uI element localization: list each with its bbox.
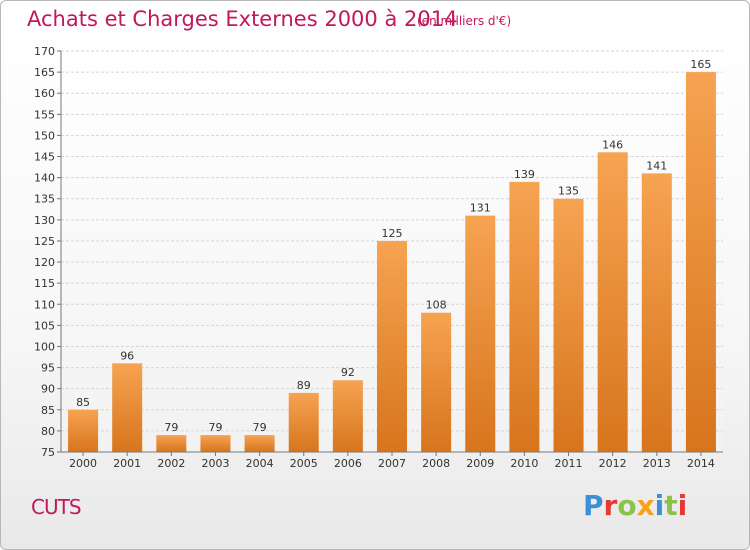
data-label: 139 — [514, 168, 535, 181]
data-label: 135 — [558, 185, 579, 198]
y-tick-label: 115 — [34, 277, 55, 290]
y-tick-label: 150 — [34, 129, 55, 142]
x-tick-label: 2003 — [201, 457, 229, 470]
data-label: 131 — [470, 202, 491, 215]
y-tick-label: 110 — [34, 298, 55, 311]
x-tick-label: 2012 — [599, 457, 627, 470]
proxiti-logo: Proxiti — [583, 489, 687, 522]
y-tick-label: 75 — [41, 446, 55, 459]
bar — [288, 392, 319, 452]
x-tick-label: 2005 — [290, 457, 318, 470]
y-tick-label: 105 — [34, 319, 55, 332]
data-label: 125 — [382, 227, 403, 240]
bars: 85 96 79 79 79 89 92 125 108 131 139 135 146 141 165 — [68, 58, 716, 453]
logo-letter: i — [677, 489, 688, 522]
bar — [597, 152, 628, 452]
y-tick-label: 95 — [41, 362, 55, 375]
data-label: 165 — [690, 58, 711, 71]
y-tick-label: 140 — [34, 172, 55, 185]
x-tick-label: 2004 — [246, 457, 274, 470]
y-tick-label: 160 — [34, 87, 55, 100]
y-tick-label: 125 — [34, 235, 55, 248]
bar — [244, 435, 275, 452]
x-tick-label: 2002 — [157, 457, 185, 470]
y-tick-label: 90 — [41, 383, 55, 396]
x-tick-label: 2008 — [422, 457, 450, 470]
bar — [376, 240, 408, 452]
data-label: 146 — [602, 138, 623, 151]
bar — [509, 181, 540, 452]
bar — [685, 72, 716, 453]
y-tick-label: 100 — [34, 340, 55, 353]
data-label: 79 — [253, 421, 267, 434]
bar — [332, 380, 363, 452]
y-tick-label: 165 — [34, 66, 55, 79]
data-label: 85 — [76, 396, 90, 409]
bar — [156, 435, 187, 452]
logo-letter: i — [654, 489, 665, 522]
logo-letter: P — [583, 489, 604, 522]
bar — [421, 312, 452, 452]
axes: 75 80 85 90 95 100 105 110 115 120 125 130 135 140 145… — [34, 45, 723, 470]
x-tick-label: 2006 — [334, 457, 362, 470]
data-label: 108 — [426, 299, 447, 312]
bar — [112, 363, 143, 452]
bar — [641, 173, 672, 452]
x-tick-label: 2009 — [466, 457, 494, 470]
x-tick-label: 2007 — [378, 457, 406, 470]
chart-unit: (en milliers d'€) — [417, 14, 512, 28]
x-tick-label: 2013 — [643, 457, 671, 470]
place-name: CUTS — [31, 495, 82, 519]
bar — [68, 409, 99, 452]
x-tick-label: 2010 — [510, 457, 538, 470]
x-tick-label: 2011 — [555, 457, 583, 470]
bar — [200, 435, 231, 452]
x-tick-label: 2014 — [687, 457, 715, 470]
logo-letter: o — [617, 489, 637, 522]
x-tick-label: 2000 — [69, 457, 97, 470]
chart-title: Achats et Charges Externes 2000 à 2014 — [27, 7, 458, 31]
logo-letter: r — [603, 489, 618, 522]
y-tick-label: 155 — [34, 108, 55, 121]
y-tick-label: 80 — [41, 425, 55, 438]
data-label: 79 — [164, 421, 178, 434]
y-tick-label: 145 — [34, 151, 55, 164]
data-label: 141 — [646, 159, 667, 172]
bar — [553, 198, 584, 452]
logo-letter: t — [664, 489, 678, 522]
x-tick-label: 2001 — [113, 457, 141, 470]
y-tick-label: 170 — [34, 45, 55, 58]
y-tick-label: 120 — [34, 256, 55, 269]
logo-letter: x — [636, 489, 655, 522]
data-label: 89 — [297, 379, 311, 392]
y-tick-label: 130 — [34, 214, 55, 227]
data-label: 96 — [120, 349, 134, 362]
bar — [465, 215, 496, 452]
y-tick-label: 135 — [34, 193, 55, 206]
data-label: 79 — [208, 421, 222, 434]
data-label: 92 — [341, 366, 355, 379]
y-tick-label: 85 — [41, 404, 55, 417]
